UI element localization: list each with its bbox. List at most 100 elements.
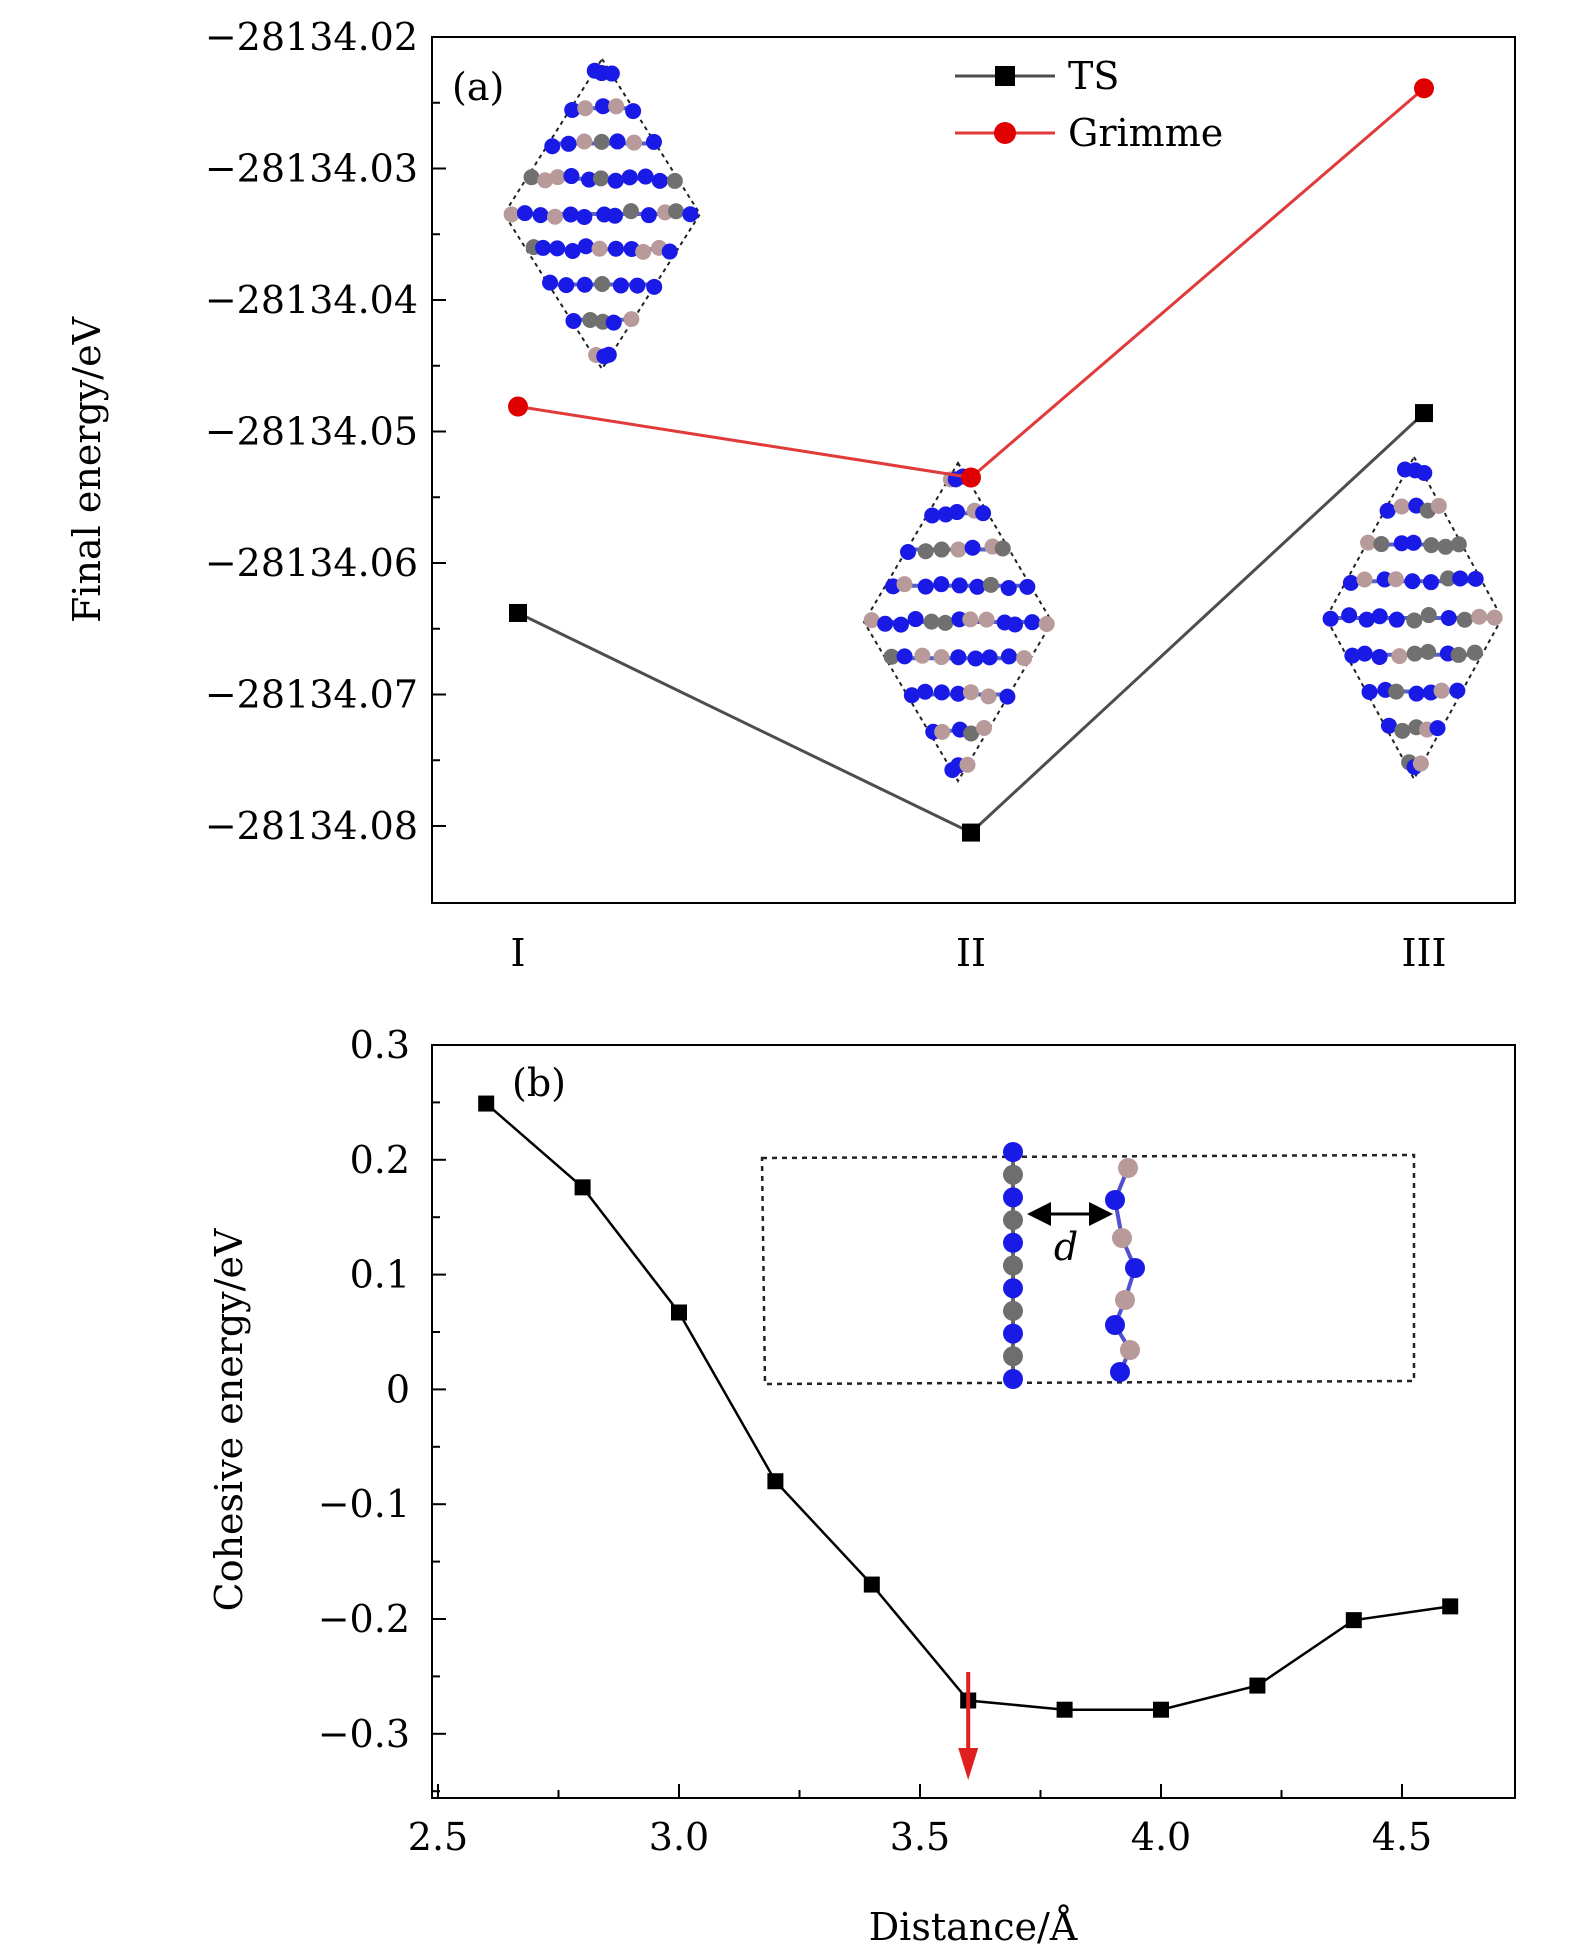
atom xyxy=(564,101,581,118)
atom xyxy=(535,239,552,256)
atom xyxy=(959,756,976,773)
atom xyxy=(982,576,999,593)
atom xyxy=(1112,1228,1132,1248)
atom xyxy=(948,504,965,521)
data-point-grimme xyxy=(961,467,981,488)
atom xyxy=(1467,570,1484,587)
y-axis-label-b: Cohesive energy/eV xyxy=(207,1228,251,1611)
y-tick-label-b: 0.1 xyxy=(350,1253,410,1297)
atom xyxy=(595,98,612,115)
atom xyxy=(1371,648,1388,665)
x-tick-label-b: 3.5 xyxy=(890,1815,950,1859)
y-axis-b: 0.3 0.2 0.1 0 −0.1 −0.2 −0.3 xyxy=(318,1023,446,1793)
atom xyxy=(1376,571,1393,588)
atom xyxy=(1105,1315,1125,1335)
atom xyxy=(964,539,981,556)
atom xyxy=(917,543,934,560)
y-tick-label-a: −28134.06 xyxy=(205,541,418,585)
atom xyxy=(951,577,968,594)
atom xyxy=(1358,611,1375,628)
unit-cell-outline xyxy=(862,461,1054,783)
atom xyxy=(1344,647,1361,664)
atom xyxy=(914,647,931,664)
atom xyxy=(892,616,909,633)
atom xyxy=(1430,497,1447,514)
atom xyxy=(950,541,967,558)
layer-2-atoms xyxy=(1105,1158,1145,1382)
atom xyxy=(1003,1278,1023,1299)
data-point-b xyxy=(767,1473,784,1490)
y-tick-label-b: 0.3 xyxy=(350,1023,410,1067)
structure-III-inset xyxy=(1322,454,1504,782)
atom xyxy=(877,615,894,632)
x-tick-label-a: II xyxy=(956,931,986,975)
atom xyxy=(1420,607,1437,624)
y-tick-label-a: −28134.07 xyxy=(205,673,418,717)
atom xyxy=(1450,646,1467,663)
structure-I-inset xyxy=(502,57,702,371)
atom xyxy=(981,649,998,666)
atom xyxy=(646,278,663,295)
atom xyxy=(621,169,638,186)
atom xyxy=(523,169,540,186)
atom xyxy=(607,172,624,189)
atom xyxy=(967,650,984,667)
atom xyxy=(582,312,599,329)
y-tick-label-b: −0.1 xyxy=(318,1482,410,1526)
atom xyxy=(612,277,629,294)
x-axis-b: 2.5 3.0 3.5 4.0 4.5 xyxy=(408,1784,1432,1859)
atom xyxy=(1003,1232,1023,1253)
atom xyxy=(1003,1187,1023,1208)
data-point-b xyxy=(671,1304,687,1321)
atom xyxy=(1456,611,1473,628)
atom xyxy=(1471,608,1488,625)
atom xyxy=(1118,1158,1138,1178)
atom xyxy=(549,240,566,257)
legend-a: TS Grimme xyxy=(955,54,1223,155)
atom xyxy=(950,649,967,666)
x-tick-label-b: 4.5 xyxy=(1372,1815,1432,1859)
x-tick-label-b: 3.0 xyxy=(649,1815,709,1859)
data-point-grimme xyxy=(1414,78,1434,99)
atom xyxy=(1016,650,1033,667)
atom xyxy=(976,720,993,737)
atom xyxy=(626,134,643,151)
atom xyxy=(565,312,582,329)
unit-cell-outline xyxy=(502,57,702,371)
x-tick-label-a: I xyxy=(510,931,525,975)
atom xyxy=(1388,611,1405,628)
data-point-b xyxy=(863,1576,880,1593)
data-point-b xyxy=(1249,1677,1266,1694)
atom xyxy=(917,578,934,595)
atom xyxy=(577,238,594,255)
x-tick-label-b: 2.5 xyxy=(408,1815,468,1859)
data-point-b xyxy=(478,1095,495,1112)
atom xyxy=(963,725,980,742)
structure-II-inset xyxy=(862,461,1055,783)
atom xyxy=(603,65,620,82)
atom xyxy=(975,505,992,522)
atom xyxy=(907,611,924,628)
atom xyxy=(1406,645,1423,662)
atom xyxy=(547,208,564,225)
atom xyxy=(1380,717,1397,734)
chart-b: (b) Cohesive energy/eV Distance/Å 0.3 0.2… xyxy=(207,1023,1516,1949)
atom xyxy=(594,276,611,293)
atom xyxy=(666,172,683,189)
atom xyxy=(1356,571,1373,588)
panel-label-b: (b) xyxy=(512,1061,566,1105)
atom xyxy=(651,172,668,189)
atom xyxy=(544,138,561,155)
atom xyxy=(1342,574,1359,591)
atom xyxy=(1391,648,1408,665)
atom xyxy=(1388,683,1405,700)
x-axis-label-b: Distance/Å xyxy=(869,1905,1078,1949)
atom xyxy=(1361,684,1378,701)
plot-frame-b xyxy=(431,1044,1516,1799)
atom xyxy=(1440,570,1457,587)
atom xyxy=(1486,609,1503,626)
atom xyxy=(1003,1210,1023,1231)
atom xyxy=(563,168,580,185)
y-axis-label-a: Final energy/eV xyxy=(65,316,109,623)
atom xyxy=(591,240,608,257)
